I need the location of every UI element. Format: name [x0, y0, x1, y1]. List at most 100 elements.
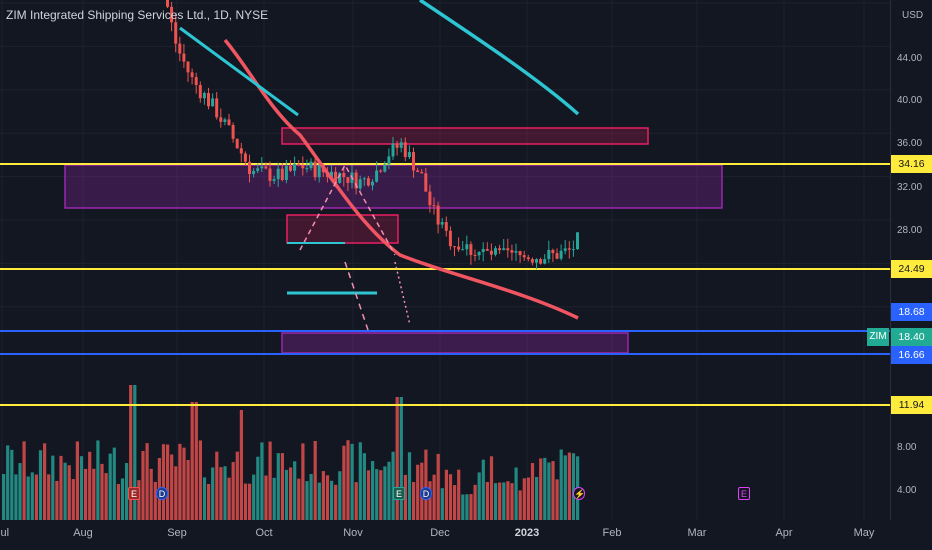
symbol-title[interactable]: ZIM Integrated Shipping Services Ltd., 1… — [6, 8, 269, 22]
candle-body — [358, 179, 362, 189]
volume-bar — [444, 469, 448, 520]
volume-bar — [174, 466, 178, 520]
volume-bar — [559, 449, 563, 520]
candle-body — [231, 125, 235, 139]
candle-body — [481, 249, 485, 253]
volume-bar — [502, 482, 506, 520]
candle-body — [494, 248, 497, 255]
candle-body — [547, 249, 551, 260]
volume-bar — [2, 474, 6, 520]
candle-body — [543, 259, 547, 264]
candle-body — [260, 166, 264, 169]
volume-bar — [379, 470, 383, 520]
volume-bar — [153, 481, 157, 520]
candle-body — [243, 153, 247, 162]
candle-body — [334, 171, 338, 183]
candle-body — [551, 249, 555, 254]
volume-bar — [79, 456, 84, 520]
volume-bar — [338, 471, 342, 520]
volume-bar — [346, 440, 350, 520]
candle-body — [510, 250, 514, 253]
candle-body — [170, 6, 174, 23]
candle-body — [424, 173, 428, 192]
volume-bar — [293, 461, 297, 520]
candle-body — [539, 259, 543, 264]
volume-bar — [260, 442, 264, 520]
volume-bar — [391, 451, 395, 520]
volume-bar — [539, 458, 543, 520]
volume-bar — [207, 484, 211, 520]
candle-body — [416, 170, 420, 173]
volume-bar — [436, 453, 440, 520]
volume-bar — [276, 453, 280, 520]
month-label: Oct — [255, 527, 273, 539]
volume-bar — [223, 466, 227, 520]
candle-body — [194, 77, 198, 86]
candle-body — [362, 178, 366, 180]
candle-body — [280, 168, 284, 181]
volume-bar — [551, 461, 555, 520]
volume-bar — [571, 453, 576, 520]
candle-body — [305, 168, 309, 170]
pattern-annotations[interactable] — [287, 163, 411, 331]
candle-body — [407, 152, 411, 158]
candle-body — [473, 255, 477, 257]
price-tick: 28.00 — [897, 225, 923, 236]
volume-bar — [432, 474, 436, 520]
volume-bar — [547, 462, 551, 520]
volume-bar — [461, 494, 465, 520]
candle-body — [477, 252, 481, 256]
dividend-event-icon[interactable]: D — [420, 487, 432, 500]
candle-body — [207, 92, 210, 107]
candle-body — [526, 257, 530, 260]
month-label: Feb — [602, 527, 622, 539]
dividend-event-icon[interactable]: D — [156, 487, 168, 500]
volume-bar — [535, 477, 539, 520]
candle-body — [276, 168, 280, 180]
price-badge-mid: 24.49 — [891, 260, 932, 278]
candle-body — [469, 244, 473, 256]
volume-bar — [239, 410, 243, 520]
candle-body — [489, 250, 493, 255]
candle-body — [485, 249, 489, 251]
volume-bar — [481, 459, 485, 520]
volume-bar — [440, 488, 444, 520]
currency-label[interactable]: USD — [902, 10, 924, 21]
volume-bar — [313, 441, 317, 520]
candle-body — [284, 165, 288, 181]
drawing-rectangles[interactable] — [64, 127, 723, 354]
zone-box-large — [64, 164, 723, 209]
volume-bar — [321, 471, 325, 520]
volume-bar — [202, 477, 207, 520]
volume-bar — [395, 397, 399, 520]
volume-bar — [219, 467, 223, 520]
volume-bar — [477, 472, 481, 520]
volume-bar — [407, 452, 412, 520]
candle-body — [301, 165, 305, 169]
month-label: Aug — [73, 527, 93, 539]
volume-bar — [141, 450, 145, 520]
candle-body — [461, 249, 465, 251]
earnings-event-icon[interactable]: E — [393, 487, 405, 500]
candle-body — [174, 22, 178, 44]
volume-bar — [412, 481, 416, 520]
volume-bar — [145, 443, 149, 520]
volume-bar — [383, 466, 387, 520]
candle-body — [395, 143, 399, 148]
volume-bar — [84, 468, 88, 520]
volume-tick: 4.00 — [897, 485, 917, 496]
candle-body — [317, 165, 321, 178]
volume-bar — [371, 461, 375, 520]
candle-body — [555, 253, 559, 259]
candle-body — [215, 98, 219, 118]
candlesticks — [166, 0, 579, 270]
earnings-event-icon[interactable]: E — [738, 487, 750, 500]
volume-bar — [231, 462, 235, 520]
candle-body — [309, 161, 313, 169]
split-event-icon[interactable]: ⚡ — [573, 487, 586, 500]
earnings-event-icon[interactable]: E — [128, 487, 140, 500]
volume-bar — [116, 484, 120, 520]
volume-bar — [494, 483, 498, 520]
volume-bar — [530, 463, 535, 520]
